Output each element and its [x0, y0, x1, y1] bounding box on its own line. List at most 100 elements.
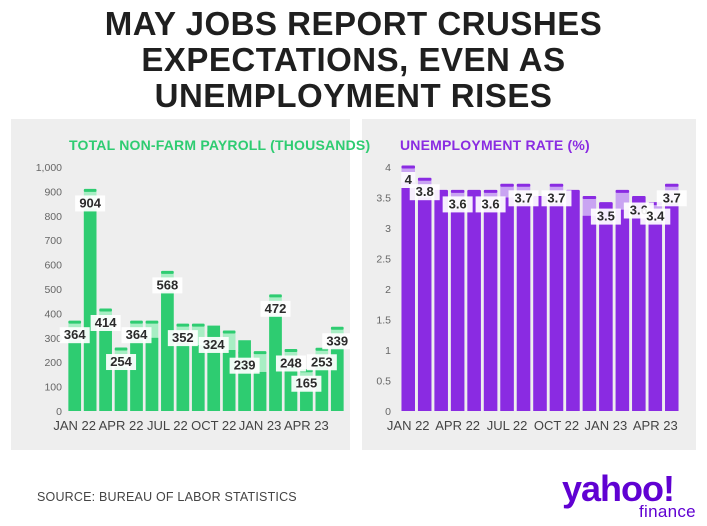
unemployment-data-label-bg: [508, 190, 539, 207]
payroll-bar-revised: [269, 315, 282, 411]
unemployment-bar-cap: [450, 189, 465, 193]
payroll-data-label: 254: [110, 354, 132, 369]
payroll-data-label: 364: [126, 327, 148, 342]
title-line-1: MAY JOBS REPORT CRUSHES: [104, 5, 603, 42]
payroll-bar-revised: [130, 340, 143, 411]
payroll-bar-cap: [253, 351, 267, 355]
payroll-data-label-bg: [229, 357, 260, 374]
logo-wordmark: yahoo!: [562, 468, 675, 509]
payroll-y-tick-label: 200: [44, 357, 62, 369]
payroll-data-label: 339: [326, 333, 348, 348]
unemployment-y-tick-label: 1.5: [376, 315, 391, 327]
unemployment-bar-cap: [516, 183, 531, 187]
unemployment-x-tick-label: JAN 22: [387, 418, 430, 433]
unemployment-bar-revised: [450, 209, 465, 411]
unemployment-bar-revised: [665, 203, 679, 411]
unemployment-data-label-bg: [401, 172, 416, 188]
unemployment-data-label-bg: [541, 190, 572, 207]
unemployment-y-tick-label: 0: [385, 406, 391, 418]
unemployment-bar-cap: [615, 189, 630, 193]
unemployment-bar-revised: [549, 203, 564, 411]
unemployment-data-label-bg: [409, 184, 440, 201]
payroll-bar-cap: [145, 320, 159, 324]
payroll-bar-cap: [130, 320, 143, 324]
unemployment-bar-revised: [648, 221, 663, 411]
payroll-data-label-bg: [260, 300, 291, 317]
payroll-data-label-bg: [306, 354, 337, 371]
unemployment-data-label: 3.8: [416, 184, 434, 199]
unemployment-y-tick-label: 3.5: [376, 193, 391, 205]
payroll-y-tick-label: 800: [44, 211, 62, 223]
payroll-bar-cap: [207, 330, 221, 334]
payroll-bar-cap: [83, 188, 97, 192]
unemployment-bar-cap: [401, 165, 415, 169]
unemployment-y-tick-label: 3: [385, 223, 391, 235]
payroll-data-label: 904: [79, 195, 101, 210]
unemployment-bar-cap: [500, 183, 514, 187]
payroll-bar-revised: [83, 208, 97, 411]
payroll-data-label: 253: [311, 354, 333, 369]
unemployment-x-tick-label: JAN 23: [585, 418, 628, 433]
unemployment-bar-cap: [467, 189, 481, 193]
payroll-data-label: 364: [64, 327, 86, 342]
unemployment-bar-revised: [566, 191, 580, 411]
payroll-data-label-bg: [152, 277, 183, 294]
payroll-bar-cap: [269, 294, 282, 298]
unemployment-data-label-bg: [656, 190, 687, 207]
unemployment-bar-revised: [582, 215, 597, 411]
payroll-x-tick-label: JAN 22: [53, 418, 96, 433]
unemployment-data-label-bg: [640, 208, 671, 225]
payroll-data-label: 414: [95, 315, 117, 330]
payroll-data-label-bg: [291, 375, 322, 392]
unemployment-bar-revised: [483, 209, 498, 411]
payroll-data-label: 324: [203, 337, 225, 352]
payroll-data-label: 248: [280, 355, 302, 370]
unemployment-data-label-bg: [475, 196, 506, 213]
logo-subtitle: finance: [639, 502, 696, 521]
payroll-data-label-bg: [90, 314, 121, 331]
title-line-3: UNEMPLOYMENT RISES: [154, 77, 553, 114]
payroll-bar-cap: [68, 320, 82, 324]
unemployment-x-tick-label: APR 22: [435, 418, 480, 433]
payroll-x-tick-label: APR 22: [99, 418, 144, 433]
payroll-data-label-bg: [106, 354, 137, 371]
payroll-bar-cap: [99, 308, 112, 312]
payroll-y-tick-label: 700: [44, 235, 62, 247]
payroll-bar-revised: [99, 328, 112, 411]
unemployment-data-label-bg: [590, 208, 621, 225]
payroll-data-label-bg: [75, 195, 106, 212]
unemployment-data-label: 3.7: [663, 190, 681, 205]
payroll-bar-revised: [238, 340, 251, 411]
payroll-bar-cap: [191, 323, 205, 327]
unemployment-y-tick-label: 4: [385, 162, 391, 174]
payroll-x-tick-label: JUL 22: [147, 418, 188, 433]
unemployment-x-tick-label: JUL 22: [487, 418, 528, 433]
unemployment-bar-revised: [417, 197, 432, 411]
unemployment-y-tick-label: 0.5: [376, 376, 391, 388]
unemployment-bar-revised: [467, 191, 481, 411]
unemployment-bar-cap: [632, 196, 646, 199]
payroll-data-label-bg: [275, 355, 306, 372]
unemployment-data-label: 3.4: [646, 209, 665, 224]
payroll-data-label-bg: [167, 330, 198, 347]
unemployment-data-label: 3.5: [597, 209, 615, 224]
payroll-data-label: 165: [296, 376, 318, 391]
payroll-bar-cap: [330, 326, 344, 330]
payroll-bar-revised: [191, 345, 205, 411]
payroll-bar-revised: [161, 291, 174, 411]
unemployment-bar-revised: [632, 197, 646, 411]
unemployment-chart-title: UNEMPLOYMENT RATE (%): [400, 137, 590, 153]
payroll-data-label-bg: [322, 333, 353, 350]
payroll-data-label-bg: [59, 327, 90, 344]
payroll-y-tick-label: 600: [44, 260, 62, 272]
unemployment-bar-revised: [615, 209, 630, 411]
unemployment-bar-cap: [582, 196, 597, 199]
title-line-2: EXPECTATIONS, EVEN AS: [141, 41, 566, 78]
payroll-bar-revised: [176, 342, 190, 411]
unemployment-data-label: 3.6: [482, 196, 500, 211]
payroll-y-tick-label: 100: [44, 382, 62, 394]
unemployment-bar-cap: [549, 183, 564, 187]
unemployment-data-label: 3.6: [449, 196, 467, 211]
unemployment-y-tick-label: 2.5: [376, 254, 391, 266]
payroll-y-tick-label: 900: [44, 186, 62, 198]
